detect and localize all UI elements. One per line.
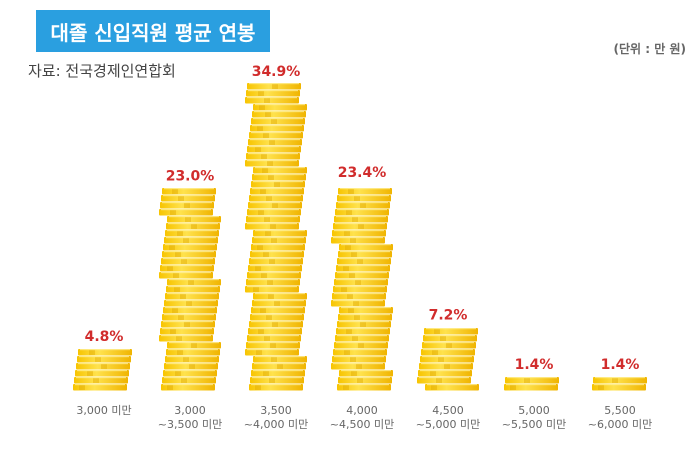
source-note: 자료: 전국경제인연합회 <box>28 62 176 80</box>
category-label: 4,000 <box>346 404 378 417</box>
category-label: 3,000 <box>174 404 206 417</box>
category-label: 3,500 <box>260 404 292 417</box>
value-label: 23.0% <box>166 169 215 185</box>
category-label: ~3,500 미만 <box>158 418 222 431</box>
category-label: ~5,500 미만 <box>502 418 566 431</box>
bar-coin-stack <box>592 377 647 391</box>
bars-group <box>73 83 647 391</box>
category-label: 4,500 <box>432 404 464 417</box>
value-label: 1.4% <box>601 357 640 373</box>
category-label: ~4,500 미만 <box>330 418 394 431</box>
value-label: 1.4% <box>515 357 554 373</box>
bar-coin-stack <box>331 188 393 391</box>
value-label: 23.4% <box>338 165 387 181</box>
category-label: 3,000 미만 <box>76 404 131 417</box>
category-labels-group: 3,000 미만 3,000~3,500 미만 3,500~4,000 미만 4,00… <box>76 404 652 431</box>
value-label: 4.8% <box>85 329 124 345</box>
bar-coin-stack <box>73 349 132 391</box>
bar-coin-stack <box>245 83 307 391</box>
chart-title-box: 대졸 신입직원 평균 연봉 <box>36 10 270 52</box>
value-labels-group: 4.8% 23.0% 34.9% 23.4% 7.2% 1.4% 1.4% <box>85 64 640 373</box>
category-label: 5,000 <box>518 404 550 417</box>
category-label: ~5,000 미만 <box>416 418 480 431</box>
unit-label: (단위 : 만 원) <box>613 42 686 56</box>
bar-coin-stack <box>159 188 221 391</box>
value-label: 7.2% <box>429 308 468 324</box>
category-label: ~4,000 미만 <box>244 418 308 431</box>
bar-coin-stack <box>504 377 559 391</box>
value-label: 34.9% <box>252 64 301 80</box>
chart-title: 대졸 신입직원 평균 연봉 <box>50 20 256 45</box>
bar-coin-stack <box>417 328 479 391</box>
category-label: 5,500 <box>604 404 636 417</box>
category-label: ~6,000 미만 <box>588 418 652 431</box>
